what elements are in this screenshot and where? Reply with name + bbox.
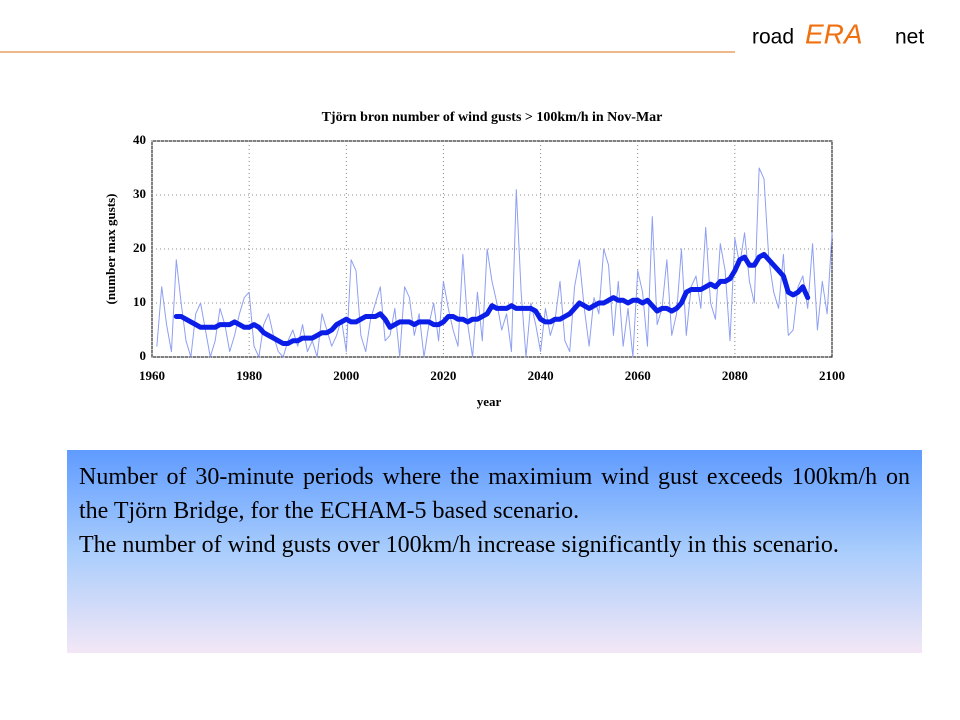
x-tick-label: 1980	[236, 368, 262, 383]
logo-left: road	[752, 26, 794, 49]
chart: road ERA net Tjörn bron number of wind g…	[0, 18, 924, 409]
caption: Number of 30-minute periods where the ma…	[67, 450, 922, 653]
y-tick-label: 40	[133, 132, 146, 147]
chart-title: Tjörn bron number of wind gusts > 100km/…	[322, 110, 663, 125]
y-tick-label: 0	[140, 348, 147, 363]
y-tick-label: 10	[133, 294, 146, 309]
y-tick-label: 30	[133, 186, 146, 201]
y-axis-label: (number max gusts)	[103, 194, 118, 305]
series-line	[173, 251, 811, 346]
x-tick-label: 2020	[430, 368, 456, 383]
logo-right: net	[895, 26, 924, 49]
series-line	[156, 167, 833, 358]
x-tick-label: 2000	[333, 368, 359, 383]
x-tick-label: 2060	[625, 368, 651, 383]
x-tick-label: 2100	[819, 368, 845, 383]
x-tick-label: 2080	[722, 368, 748, 383]
x-tick-label: 2040	[528, 368, 554, 383]
caption-text: The number of wind gusts over 100km/h in…	[79, 532, 839, 558]
logo-middle: ERA	[805, 18, 863, 49]
x-axis-label: year	[477, 394, 502, 409]
y-tick-label: 20	[133, 240, 146, 255]
caption-text: Number of 30-minute periods where the ma…	[79, 464, 910, 524]
x-tick-label: 1960	[139, 368, 165, 383]
